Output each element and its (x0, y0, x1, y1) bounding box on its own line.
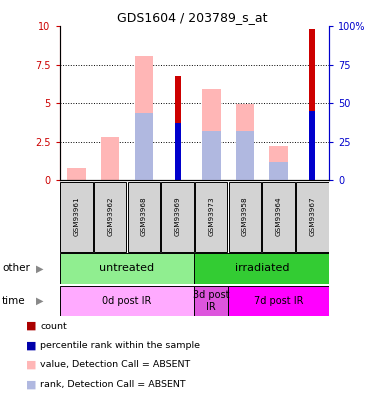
Bar (296, 182, 328, 252)
Text: GSM93967: GSM93967 (309, 197, 315, 237)
Bar (229, 182, 261, 252)
Text: ■: ■ (25, 379, 36, 389)
Bar (236, 104, 254, 180)
Bar (202, 90, 221, 180)
Text: ■: ■ (25, 360, 36, 370)
Bar (94, 182, 126, 252)
Text: other: other (2, 263, 30, 273)
Text: ▶: ▶ (36, 263, 43, 273)
Bar (202, 131, 221, 180)
Bar (228, 286, 329, 316)
Text: percentile rank within the sample: percentile rank within the sample (40, 341, 201, 350)
Bar (194, 286, 228, 316)
Text: GSM93962: GSM93962 (107, 197, 113, 237)
Bar (135, 113, 153, 180)
Bar (67, 168, 86, 180)
Text: 0d post IR: 0d post IR (102, 296, 152, 306)
Bar (60, 182, 93, 252)
Text: count: count (40, 322, 67, 330)
Bar (270, 162, 288, 180)
Bar (195, 182, 228, 252)
Text: time: time (2, 296, 25, 306)
Bar (101, 137, 119, 180)
Bar (236, 131, 254, 180)
Text: GDS1604 / 203789_s_at: GDS1604 / 203789_s_at (117, 11, 268, 24)
Text: 3d post
IR: 3d post IR (193, 290, 229, 311)
Bar (128, 182, 160, 252)
Bar (60, 286, 194, 316)
Text: ■: ■ (25, 321, 36, 331)
Text: ■: ■ (25, 341, 36, 350)
Bar (263, 182, 295, 252)
Text: 7d post IR: 7d post IR (254, 296, 303, 306)
Text: irradiated: irradiated (234, 263, 289, 273)
Text: value, Detection Call = ABSENT: value, Detection Call = ABSENT (40, 360, 191, 369)
Bar (174, 123, 181, 180)
Text: GSM93973: GSM93973 (208, 197, 214, 237)
Bar (194, 253, 329, 284)
Bar (309, 30, 315, 180)
Text: ▶: ▶ (36, 296, 43, 306)
Text: GSM93964: GSM93964 (276, 197, 282, 237)
Text: GSM93968: GSM93968 (141, 197, 147, 237)
Bar (60, 253, 194, 284)
Text: GSM93958: GSM93958 (242, 197, 248, 237)
Bar (161, 182, 194, 252)
Bar (309, 111, 315, 180)
Text: rank, Detection Call = ABSENT: rank, Detection Call = ABSENT (40, 380, 186, 389)
Text: untreated: untreated (99, 263, 155, 273)
Bar (135, 55, 153, 180)
Bar (174, 76, 181, 180)
Text: GSM93969: GSM93969 (174, 197, 181, 237)
Text: GSM93961: GSM93961 (74, 197, 80, 237)
Bar (270, 146, 288, 180)
